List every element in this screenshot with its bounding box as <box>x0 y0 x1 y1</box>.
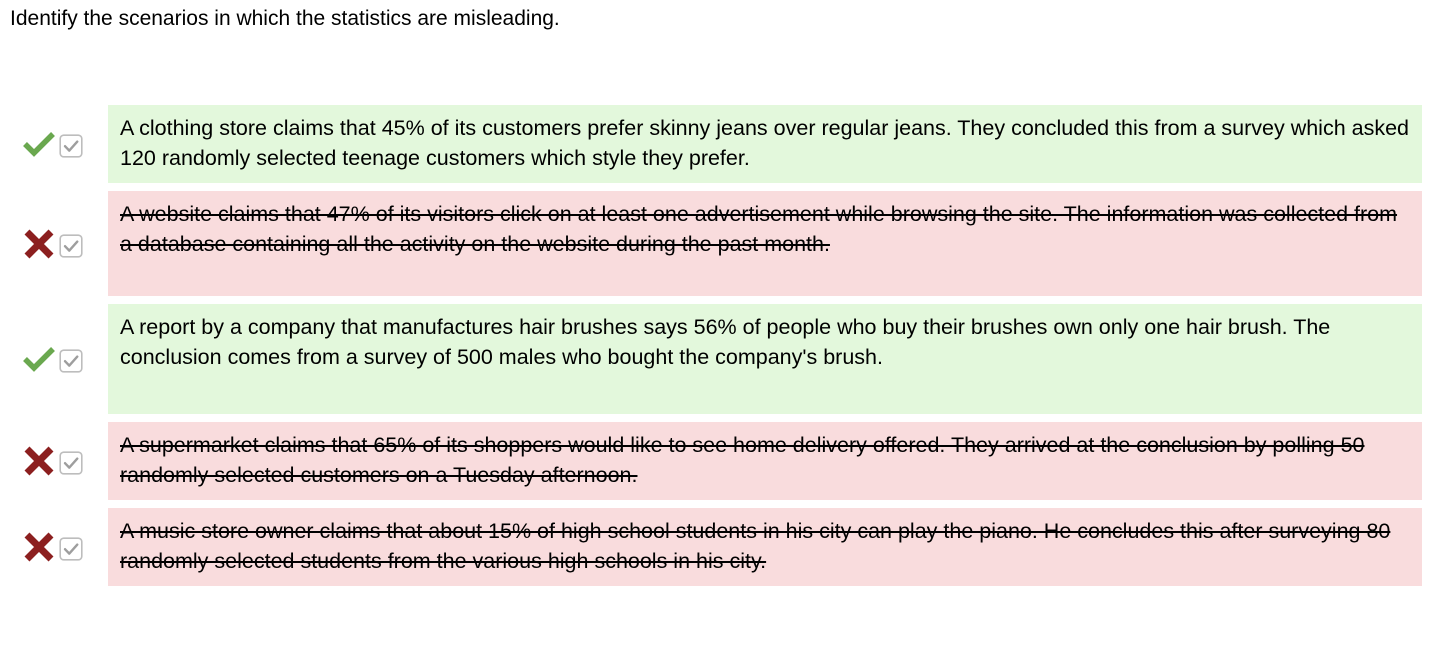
page-title: Identify the scenarios in which the stat… <box>10 7 560 30</box>
option-marks <box>0 529 108 565</box>
check-mark-icon <box>21 126 57 162</box>
option-text: A supermarket claims that 65% of its sho… <box>108 422 1422 500</box>
cross-mark-icon <box>21 529 57 565</box>
cross-mark-icon <box>21 226 57 262</box>
option-marks <box>0 341 108 377</box>
list-item[interactable]: A website claims that 47% of its visitor… <box>0 191 1442 296</box>
option-marks <box>0 126 108 162</box>
checkbox-checked-icon[interactable] <box>58 536 84 562</box>
checkbox-checked-icon[interactable] <box>58 133 84 159</box>
list-item[interactable]: A supermarket claims that 65% of its sho… <box>0 422 1442 500</box>
option-marks <box>0 443 108 479</box>
checkbox-checked-icon[interactable] <box>58 450 84 476</box>
option-text: A clothing store claims that 45% of its … <box>108 105 1422 183</box>
list-item[interactable]: A clothing store claims that 45% of its … <box>0 105 1442 183</box>
list-item[interactable]: A report by a company that manufactures … <box>0 304 1442 414</box>
option-text: A website claims that 47% of its visitor… <box>108 191 1422 296</box>
checkbox-checked-icon[interactable] <box>58 348 84 374</box>
option-text: A music store owner claims that about 15… <box>108 508 1422 586</box>
list-item[interactable]: A music store owner claims that about 15… <box>0 508 1442 586</box>
checkbox-checked-icon[interactable] <box>58 233 84 259</box>
options-list: A clothing store claims that 45% of its … <box>0 105 1442 594</box>
option-text: A report by a company that manufactures … <box>108 304 1422 414</box>
option-marks <box>0 226 108 262</box>
cross-mark-icon <box>21 443 57 479</box>
check-mark-icon <box>21 341 57 377</box>
